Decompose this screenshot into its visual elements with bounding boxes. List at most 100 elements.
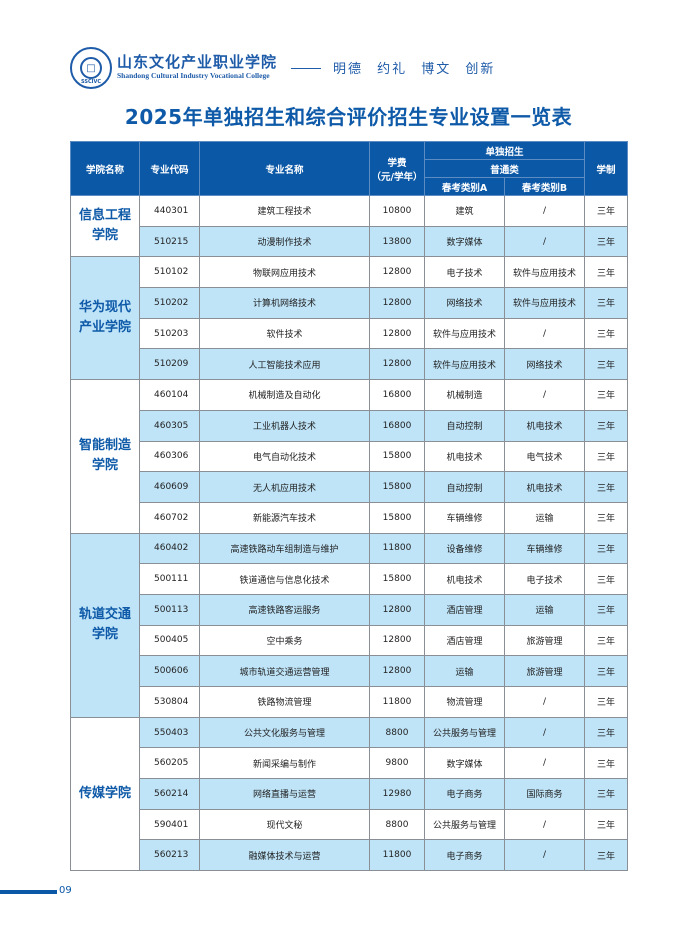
header-fee: 学费 （元/学年） xyxy=(369,141,425,196)
table-row: 信息工程学院 440301 建筑工程技术 10800 建筑 / 三年 xyxy=(70,194,629,258)
cell-code: 590401 xyxy=(139,808,200,841)
cell-major: 网络直播与运营 xyxy=(199,778,370,810)
cell-years: 三年 xyxy=(584,195,629,227)
cell-years: 三年 xyxy=(584,655,629,687)
cell-major: 铁道通信与信息化技术 xyxy=(199,563,370,595)
table-row: 560205 新闻采编与制作 9800 数字媒体 / 三年 xyxy=(71,747,629,780)
table-row: 530804 铁路物流管理 11800 物流管理 / 三年 xyxy=(71,686,629,718)
cell-fee: 15800 xyxy=(369,563,425,595)
cell-fee: 10800 xyxy=(369,195,425,227)
table-row: 460609 无人机应用技术 15800 自动控制 机电技术 三年 xyxy=(71,471,629,503)
cell-major: 无人机应用技术 xyxy=(199,471,370,503)
cell-code: 500111 xyxy=(139,563,200,595)
cell-fee: 12800 xyxy=(369,593,425,626)
header-fee-line1: 学费 xyxy=(387,157,407,169)
cell-major: 物联网应用技术 xyxy=(199,256,370,289)
cell-fee: 11800 xyxy=(369,532,425,565)
cell-b: 网络技术 xyxy=(503,348,586,381)
cell-b: / xyxy=(503,716,586,749)
page-title: 2025年单独招生和综合评价招生专业设置一览表 xyxy=(124,105,573,129)
cell-major: 城市轨道交通运营管理 xyxy=(199,655,370,687)
cell-fee: 11800 xyxy=(369,839,425,872)
cell-b: / xyxy=(503,195,586,227)
cell-major: 工业机器人技术 xyxy=(199,409,370,442)
cell-code: 560213 xyxy=(139,839,200,872)
cell-code: 460306 xyxy=(139,440,200,473)
cell-b: 车辆维修 xyxy=(503,532,586,565)
cell-code: 560205 xyxy=(139,747,200,780)
cell-b: / xyxy=(503,839,586,872)
table-row: 510209 人工智能技术应用 12800 软件与应用技术 网络技术 三年 xyxy=(71,348,629,381)
cell-fee: 15800 xyxy=(369,501,425,534)
school-name-en: Shandong Cultural Industry Vocational Co… xyxy=(117,71,270,80)
header-single: 单独招生 xyxy=(423,141,586,160)
college-name: 智能制造学院 xyxy=(70,379,140,534)
college-name: 传媒学院 xyxy=(70,716,140,872)
cell-b: 软件与应用技术 xyxy=(503,256,586,289)
cell-code: 500606 xyxy=(139,655,200,687)
table-row: 500113 高速铁路客运服务 12800 酒店管理 运输 三年 xyxy=(71,593,629,626)
school-name-cn: 山东文化产业职业学院 xyxy=(117,53,278,71)
table-row: 590401 现代文秘 8800 公共服务与管理 / 三年 xyxy=(71,808,629,841)
header-college: 学院名称 xyxy=(70,141,140,196)
cell-years: 三年 xyxy=(584,593,629,626)
cell-years: 三年 xyxy=(584,225,629,258)
cell-major: 计算机网络技术 xyxy=(199,287,370,319)
cell-years: 三年 xyxy=(584,379,629,411)
cell-b: 运输 xyxy=(503,593,586,626)
cell-years: 三年 xyxy=(584,287,629,319)
cell-code: 510202 xyxy=(139,287,200,319)
header-general: 普通类 xyxy=(423,159,586,178)
cell-fee: 11800 xyxy=(369,686,425,718)
cell-a: 数字媒体 xyxy=(424,747,505,780)
table-row: 460702 新能源汽车技术 15800 车辆维修 运输 三年 xyxy=(71,501,629,534)
header-cat-a: 春考类别A xyxy=(424,177,505,196)
cell-fee: 12980 xyxy=(369,778,425,810)
cell-major: 铁路物流管理 xyxy=(199,686,370,718)
cell-years: 三年 xyxy=(584,624,629,657)
cell-major: 软件技术 xyxy=(199,317,370,350)
cell-b: 电气技术 xyxy=(503,440,586,473)
cell-a: 公共服务与管理 xyxy=(424,808,505,841)
cell-code: 500405 xyxy=(139,624,200,657)
cell-years: 三年 xyxy=(584,501,629,534)
cell-a: 车辆维修 xyxy=(424,501,505,534)
cell-years: 三年 xyxy=(584,778,629,810)
cell-fee: 12800 xyxy=(369,256,425,289)
cell-code: 460402 xyxy=(139,532,200,565)
motto-divider xyxy=(291,68,321,69)
table-row: 轨道交通学院 460402 高速铁路动车组制造与维护 11800 设备维修 车辆维修 三年 xyxy=(70,532,629,718)
cell-years: 三年 xyxy=(584,839,629,872)
cell-fee: 12800 xyxy=(369,317,425,350)
cell-fee: 12800 xyxy=(369,655,425,687)
cell-major: 动漫制作技术 xyxy=(199,225,370,258)
cell-b: 旅游管理 xyxy=(503,655,586,687)
cell-major: 融媒体技术与运营 xyxy=(199,839,370,872)
cell-years: 三年 xyxy=(584,808,629,841)
cell-fee: 16800 xyxy=(369,379,425,411)
cell-years: 三年 xyxy=(584,747,629,780)
header-major: 专业名称 xyxy=(199,141,370,196)
cell-years: 三年 xyxy=(584,532,629,565)
cell-code: 440301 xyxy=(139,195,200,227)
cell-b: / xyxy=(503,379,586,411)
cell-code: 510102 xyxy=(139,256,200,289)
table-row: 510202 计算机网络技术 12800 网络技术 软件与应用技术 三年 xyxy=(71,287,629,319)
cell-code: 510209 xyxy=(139,348,200,381)
footer-bar xyxy=(0,890,57,894)
table-row: 500606 城市轨道交通运营管理 12800 运输 旅游管理 三年 xyxy=(71,655,629,687)
logo-emblem-icon: □ xyxy=(80,57,102,79)
header-cat-b: 春考类别B xyxy=(503,177,586,196)
school-motto: 明德 约礼 博文 创新 xyxy=(333,62,496,77)
cell-years: 三年 xyxy=(584,409,629,442)
cell-code: 460305 xyxy=(139,409,200,442)
page-number: 09 xyxy=(59,885,72,896)
cell-b: 旅游管理 xyxy=(503,624,586,657)
cell-a: 机械制造 xyxy=(424,379,505,411)
cell-code: 460702 xyxy=(139,501,200,534)
cell-code: 560214 xyxy=(139,778,200,810)
cell-fee: 13800 xyxy=(369,225,425,258)
cell-fee: 9800 xyxy=(369,747,425,780)
cell-fee: 8800 xyxy=(369,716,425,749)
cell-b: / xyxy=(503,225,586,258)
